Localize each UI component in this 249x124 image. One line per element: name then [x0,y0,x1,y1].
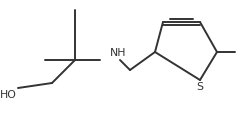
Text: NH: NH [110,48,126,58]
Text: S: S [196,82,203,92]
Text: HO: HO [0,90,17,100]
